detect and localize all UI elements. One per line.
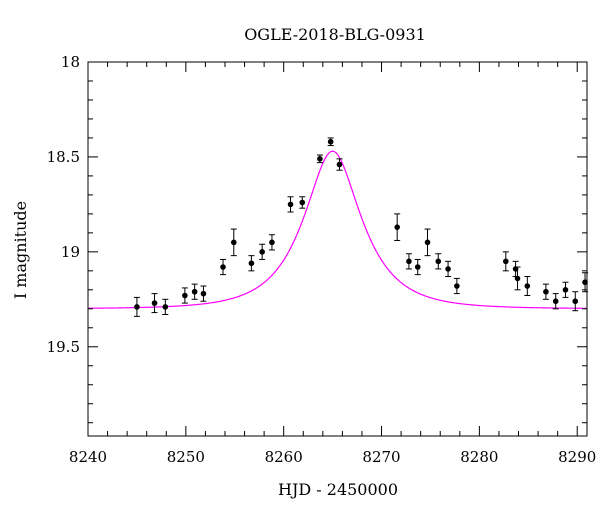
- data-point-group: [514, 266, 521, 291]
- data-point-group: [435, 253, 442, 270]
- data-point: [406, 258, 412, 265]
- x-tick-label: 8270: [362, 448, 400, 466]
- data-point-group: [248, 255, 255, 272]
- data-point: [514, 275, 521, 282]
- data-point-group: [220, 258, 227, 276]
- data-point: [502, 258, 509, 265]
- data-point-group: [191, 283, 198, 300]
- data-point-group: [562, 281, 569, 298]
- data-point: [269, 239, 275, 246]
- data-point-group: [336, 158, 343, 171]
- data-point-group: [287, 196, 294, 213]
- data-point-group: [424, 228, 431, 257]
- data-point-group: [405, 253, 412, 270]
- axes: 8240 8250 8260 8270 8280 8290 18 18.5 19 19.5: [47, 53, 597, 466]
- plot-area: [88, 137, 589, 317]
- x-tick-label: 8290: [558, 448, 596, 466]
- data-point: [200, 290, 207, 297]
- data-point-group: [200, 285, 207, 302]
- data-point-group: [181, 287, 188, 304]
- data-point: [562, 287, 569, 293]
- data-point: [336, 161, 343, 168]
- x-axis-label: HJD - 2450000: [278, 480, 398, 499]
- y-tick-label: 19: [61, 243, 80, 261]
- plot-frame: [87, 61, 588, 437]
- data-point: [259, 249, 265, 255]
- data-point-group: [502, 251, 509, 272]
- data-point: [435, 258, 442, 265]
- chart-title: OGLE-2018-BLG-0931: [244, 25, 426, 44]
- data-point-group: [327, 137, 334, 147]
- data-point-group: [445, 260, 452, 278]
- data-point: [248, 260, 255, 267]
- data-point: [327, 138, 334, 145]
- data-point-group: [316, 154, 323, 164]
- data-point: [191, 288, 198, 295]
- data-point-group: [133, 296, 140, 317]
- data-point-group: [542, 283, 549, 300]
- data-point: [182, 292, 188, 299]
- data-point: [299, 199, 306, 206]
- data-point-group: [151, 293, 158, 314]
- data-point-group: [552, 293, 559, 310]
- data-point: [543, 288, 549, 295]
- y-tick-label: 19.5: [47, 338, 80, 356]
- data-point: [524, 283, 531, 289]
- data-point-group: [162, 298, 169, 315]
- data-point-group: [394, 213, 401, 241]
- data-point: [424, 239, 431, 246]
- y-axis-label: I magnitude: [11, 201, 30, 299]
- data-point: [572, 298, 579, 305]
- data-point: [317, 156, 323, 162]
- data-point-group: [268, 234, 275, 251]
- x-tick-label: 8260: [265, 448, 303, 466]
- data-point: [394, 224, 400, 230]
- data-point-group: [453, 277, 460, 295]
- data-point: [151, 300, 158, 306]
- data-point-group: [299, 196, 306, 209]
- data-point-group: [259, 243, 266, 260]
- data-point: [582, 279, 588, 286]
- data-point: [287, 201, 294, 208]
- data-point-group: [572, 291, 579, 312]
- x-tick-label: 8280: [460, 448, 498, 466]
- data-point: [414, 264, 421, 270]
- y-tick-label: 18: [61, 53, 80, 71]
- y-tick-label: 18.5: [47, 148, 80, 166]
- x-tick-label: 8240: [69, 448, 107, 466]
- data-point: [552, 298, 559, 305]
- data-point: [134, 304, 140, 310]
- data-point: [162, 304, 169, 310]
- data-point: [230, 239, 237, 246]
- model-curve: [88, 150, 587, 309]
- data-point-group: [230, 228, 237, 257]
- data-point-group: [414, 258, 421, 276]
- x-tick-label: 8250: [167, 448, 205, 466]
- data-point: [445, 266, 451, 272]
- data-point: [220, 264, 226, 270]
- data-point-group: [524, 276, 531, 297]
- data-point: [454, 283, 460, 289]
